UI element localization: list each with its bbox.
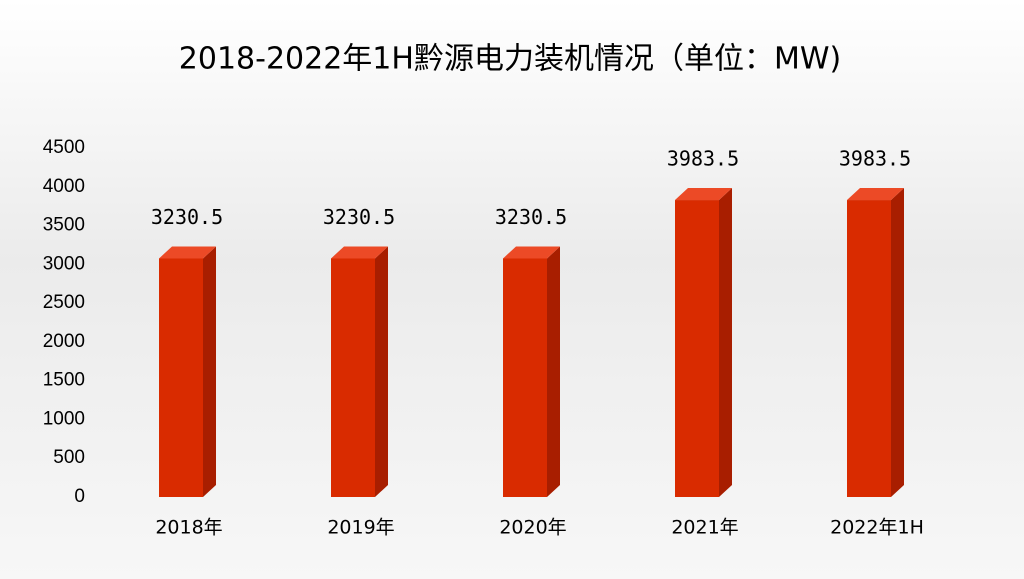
bar-front [847,200,891,498]
bar-side [719,188,732,498]
bar-top [503,246,560,259]
bar-front [503,258,547,497]
bar [159,246,216,497]
bar-top [331,246,388,259]
bar-top [675,188,732,201]
y-tick-label: 3500 [43,215,85,236]
x-tick-label: 2020年 [499,517,566,539]
bar-side [203,246,216,497]
chart-title: 2018-2022年1H黔源电力装机情况（单位：MW) [179,42,841,77]
bar [331,246,388,497]
x-tick-label: 2018年 [155,517,222,539]
bar [847,188,904,498]
value-label: 3230.5 [151,205,223,229]
bar-top [847,188,904,201]
value-label: 3983.5 [839,147,911,171]
bar-side [375,246,388,497]
y-tick-label: 4000 [43,176,85,197]
bar-side [547,246,560,497]
y-tick-label: 2000 [43,331,85,352]
x-tick-label: 2019年 [327,517,394,539]
value-label: 3230.5 [495,205,567,229]
y-tick-label: 500 [53,447,85,468]
value-label: 3983.5 [667,147,739,171]
y-tick-label: 1000 [43,408,85,429]
bar [675,188,732,498]
bar-top [159,246,216,259]
x-tick-label: 2022年1H [830,517,924,539]
y-tick-label: 3000 [43,253,85,274]
y-tick-label: 4500 [43,137,85,158]
bar-front [331,258,375,497]
y-tick-label: 1500 [43,370,85,391]
bar [503,246,560,497]
y-tick-label: 2500 [43,292,85,313]
bar-front [675,200,719,498]
x-tick-label: 2021年 [671,517,738,539]
bar-side [891,188,904,498]
y-tick-label: 0 [74,486,85,507]
value-label: 3230.5 [323,205,395,229]
bar-front [159,258,203,497]
